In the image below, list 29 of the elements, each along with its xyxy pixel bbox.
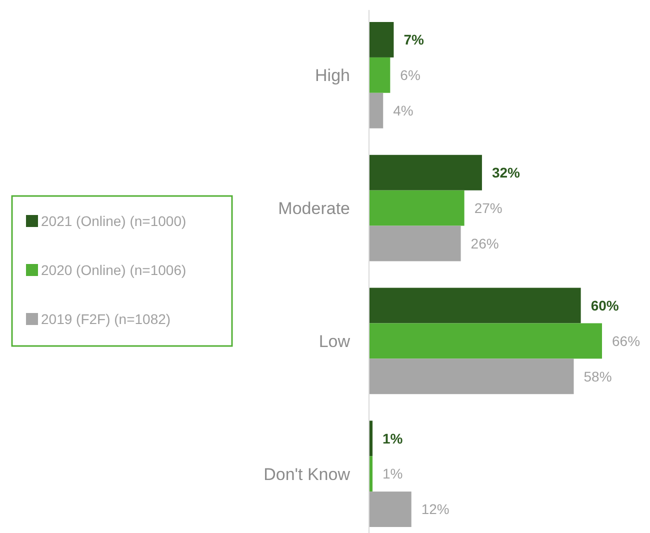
bar [369,57,390,93]
data-label: 32% [492,164,521,181]
legend-label: 2021 (Online) (n=1000) [41,212,186,229]
data-label: 1% [382,466,403,482]
data-label: 27% [474,200,502,216]
bar [369,22,394,58]
data-label: 6% [400,67,420,84]
data-label: 12% [421,501,450,518]
data-label: 26% [470,235,499,252]
bar [369,492,412,527]
bar [369,358,574,394]
bar [369,323,602,359]
data-label: 4% [393,102,414,118]
bar [369,288,581,324]
bar [369,226,461,262]
data-label: 58% [584,368,612,384]
data-label: 1% [382,430,404,446]
y-tick-label: High [315,66,350,86]
bar [369,92,384,128]
bar [369,154,482,190]
data-label: 7% [404,32,424,48]
legend-label: 2020 (Online) (n=1006) [41,262,186,278]
data-label: 66% [612,332,640,349]
y-tick-label: Don't Know [264,464,351,484]
y-tick-label: Low [318,332,351,351]
y-tick-label: Moderate [278,199,350,218]
legend-label: 2019 (F2F) (n=1082) [41,310,171,327]
data-label: 60% [590,297,620,314]
bar [369,190,464,226]
